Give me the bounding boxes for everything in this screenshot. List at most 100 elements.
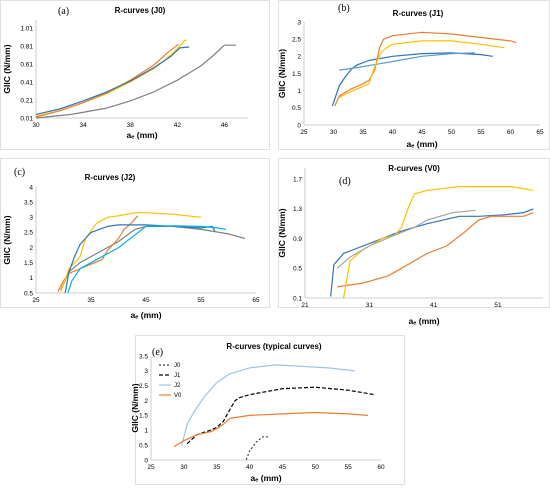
x-tick-label: 21: [301, 302, 309, 309]
x-tick-label: 42: [174, 122, 182, 129]
chart-2: (b) R-curves (J1) 25 30 35 40 45 50 55 60 65 0 0.5 1 1…: [277, 0, 550, 150]
y-tick-label: 0.21: [20, 97, 33, 104]
y-tick-label: 2.5: [24, 230, 33, 237]
series-line-2: [186, 386, 375, 445]
y-tick-label: 4: [29, 184, 33, 191]
x-tick-label: 50: [448, 129, 456, 136]
chart-5: (e)R-curves (typical curves)25 30 35 40 45 50…: [130, 335, 405, 485]
series-line-2: [337, 212, 534, 288]
x-tick-label: 55: [345, 464, 353, 471]
y-tick-label: 0.5: [293, 266, 302, 273]
x-tick-label: 35: [213, 464, 221, 471]
series-line-3: [35, 43, 179, 118]
x-tick-label: 65: [252, 297, 260, 304]
y-axis-label: GIIC (N/mm): [130, 383, 140, 432]
y-axis-label: GIIC (N/mm): [2, 44, 12, 93]
y-tick-label: 1.3: [293, 206, 302, 213]
x-tick-label: 45: [142, 297, 150, 304]
x-axis-label: aₑ (mm): [250, 473, 281, 483]
series-line-2: [35, 39, 188, 117]
panel-border: [0, 0, 270, 150]
chart-title: R-curves (typical curves): [226, 342, 321, 351]
x-tick-label: 35: [87, 297, 95, 304]
x-tick-label: 30: [32, 122, 40, 129]
x-tick-label: 31: [366, 302, 374, 309]
y-tick-label: 1.01: [20, 25, 33, 32]
panel-label: (b): [338, 3, 350, 14]
x-axis-label: aₑ (mm): [406, 139, 437, 149]
series-line-1: [35, 44, 237, 119]
x-axis-label: aₑ (mm): [130, 310, 161, 320]
y-tick-label: 0.5: [292, 105, 301, 112]
chart-4: (d) R-curves (V0) 21 31 41 51 0.1 0.5 0.9 1.3 1.7 a…: [277, 158, 550, 326]
series-line-2: [339, 52, 476, 71]
legend-entry: J1: [174, 373, 181, 379]
y-tick-label: 3: [29, 215, 33, 222]
x-tick-label: 25: [300, 129, 308, 136]
y-tick-label: 1.5: [139, 413, 148, 420]
chart-title: R-curves (J1): [393, 9, 444, 18]
y-tick-label: 1: [144, 428, 148, 435]
panel-label: (d): [339, 176, 351, 187]
x-tick-label: 41: [430, 302, 438, 309]
series-line-4: [336, 209, 476, 269]
y-tick-label: 0.01: [20, 115, 33, 122]
y-tick-label: 0.61: [20, 61, 33, 68]
chart-title: R-curves (J0): [115, 6, 166, 15]
series-line-3: [60, 212, 202, 292]
series-line-4: [35, 46, 190, 115]
legend: J0 J1 J2 V0: [159, 363, 182, 399]
y-tick-label: 3: [144, 368, 148, 375]
series-line-1: [245, 436, 268, 460]
x-axis-label: aₑ (mm): [126, 130, 157, 140]
x-tick-label: 35: [359, 129, 367, 136]
x-axis-label: aₑ (mm): [408, 316, 439, 326]
x-tick-label: 60: [507, 129, 515, 136]
panel-border: [135, 335, 405, 485]
panel-label: (a): [58, 6, 69, 17]
y-tick-label: 1.7: [293, 176, 302, 183]
chart-3: (c) R-curves (J2) 25 35 45 55 65 0.5 1 1.5 2 2.5 3 3.…: [0, 158, 270, 320]
panel-border: [0, 158, 270, 308]
y-axis-label: GIIC (N/mm): [277, 208, 287, 257]
x-tick-label: 45: [418, 129, 426, 136]
x-tick-label: 65: [536, 129, 544, 136]
panel-label: (e): [152, 347, 163, 358]
panel-border: [278, 158, 550, 308]
chart-title: R-curves (J2): [85, 173, 136, 182]
panel-label: (c): [14, 167, 25, 178]
x-tick-label: 30: [180, 464, 188, 471]
legend-entry: J2: [174, 383, 181, 389]
chart-title: R-curves (V0): [388, 164, 440, 173]
y-tick-label: 2: [29, 245, 33, 252]
x-tick-label: 60: [377, 464, 385, 471]
y-tick-label: 3.5: [24, 199, 33, 206]
y-axis-label: GIIC (N/mm): [2, 215, 12, 264]
x-tick-label: 50: [312, 464, 320, 471]
y-tick-label: 3: [297, 19, 301, 26]
series-line-1: [331, 52, 493, 107]
y-tick-label: 0.41: [20, 79, 33, 86]
legend-entry: V0: [174, 393, 182, 399]
x-tick-label: 45: [279, 464, 287, 471]
x-tick-label: 40: [246, 464, 254, 471]
series-line-4: [64, 224, 216, 294]
y-tick-label: 2: [297, 54, 301, 61]
y-tick-label: 1.5: [24, 260, 33, 267]
series-line-2: [57, 215, 139, 292]
y-tick-label: 1: [29, 275, 33, 282]
panel-border: [278, 0, 550, 150]
y-tick-label: 1.5: [292, 71, 301, 78]
y-tick-label: 2: [144, 398, 148, 405]
y-tick-label: 0.5: [139, 442, 148, 449]
series-line-3: [181, 364, 355, 446]
x-tick-label: 34: [79, 122, 87, 129]
y-tick-label: 2.5: [292, 36, 301, 43]
x-tick-label: 46: [221, 122, 229, 129]
series-line-1: [60, 225, 246, 291]
y-axis-label: GIIC (N/mm): [277, 49, 287, 98]
y-tick-label: 2.5: [139, 383, 148, 390]
y-tick-label: 3.5: [139, 353, 148, 360]
x-tick-label: 38: [127, 122, 135, 129]
